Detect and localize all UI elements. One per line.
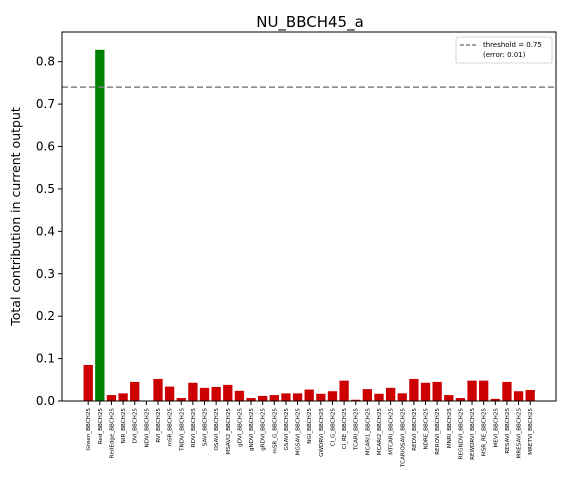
x-tick-label: CI_G_BBCH25 [330,408,336,447]
bar [269,395,279,401]
bar [118,393,128,401]
x-tick-label: MRESAVI_BBCH25 [517,408,523,459]
bar [164,386,175,401]
x-tick-label: NDVI_BBCH25 [144,408,150,448]
x-tick-label: RedEdge_BBCH25 [109,408,115,459]
bar [362,389,373,401]
bar [374,393,384,401]
x-tick-label: mSR_BBCH25 [168,408,174,447]
bar [385,387,396,401]
bar [327,391,338,401]
legend: threshold = 0.75 (error: 0.01) [455,36,553,64]
bar [106,395,117,401]
bar [351,399,361,401]
bar [409,378,419,401]
x-tick-label: CI_RE_BBCH25 [342,408,348,450]
x-tick-label: GSAVI_BBCH25 [284,408,290,451]
bar [444,395,454,401]
x-tick-label: MSAVI2_BBCH25 [226,408,232,455]
x-axis: Green_BBCH25 Red_BBCH25 RedEdge_BBCH25 NIR_… [86,401,534,468]
bar [455,398,466,401]
x-tick-label: SAVI_BBCH25 [203,408,209,447]
bar [188,382,198,401]
y-tick-label: 0.3 [36,267,55,281]
y-tick-label: 0.8 [36,55,55,69]
bar [316,393,326,401]
x-tick-label: RVI_BBCH25 [156,408,162,443]
chart-title: NU_BBCH45_a [256,13,364,32]
x-tick-label: gNDVI_BBCH25 [249,408,255,451]
x-tick-label: MNRI_BBCH25 [447,408,453,449]
x-tick-label: MEVI_BBCH25 [493,408,499,448]
bar [246,398,256,401]
bar [211,387,221,401]
bar [130,381,140,401]
x-tick-label: REWDRVI_BBCH25 [470,408,476,460]
bar [176,398,186,401]
bar [339,380,349,401]
bar [490,398,500,401]
x-tick-label: MRETVI_BBCH25 [528,408,534,455]
bar [397,393,407,401]
y-tick-label: 0.0 [36,394,55,408]
x-tick-label: MCARI2_BBCH25 [377,408,383,456]
x-tick-label: GWDRVI_BBCH25 [319,408,325,457]
plot-frame [61,31,557,402]
x-tick-label: RDVI_BBCH25 [191,408,197,448]
x-tick-label: MSR_RE_BBCH25 [482,408,488,457]
legend-threshold-label: threshold = 0.75 [483,41,542,49]
x-tick-label: NIR_BBCH25 [121,408,127,444]
y-tick-label: 0.6 [36,140,55,154]
bar [153,378,163,401]
y-tick-label: 0.2 [36,309,55,323]
bar [513,391,524,401]
x-tick-label: gRDVI_BBCH25 [261,408,267,451]
y-tick-label: 0.1 [36,352,55,366]
x-tick-label: mSR_G_BBCH25 [272,408,278,454]
legend-box [455,36,553,64]
x-tick-label: gDVI_BBCH25 [237,408,243,447]
y-tick-label: 0.7 [36,97,55,111]
x-tick-label: TCARI_BBCH25 [354,408,360,451]
y-tick-label: 0.4 [36,224,55,238]
bar [304,389,314,401]
x-tick-label: MCARI1_BBCH25 [365,408,371,456]
bar [95,49,105,402]
legend-error-label: (error: 0.01) [483,51,526,59]
bar [83,364,93,401]
x-tick-label: Green_BBCH25 [86,408,92,451]
bar [479,380,489,401]
bar [467,380,477,401]
bars-group [83,49,535,402]
x-tick-label: NDRE_BBCH25 [424,408,430,450]
x-tick-label: RESAVI_BBCH25 [505,408,511,454]
x-tick-label: REDVI_BBCH25 [412,408,418,451]
y-axis: 0.0 0.1 0.2 0.3 0.4 0.5 0.6 0.7 0.8 [36,55,62,408]
x-tick-label: TNDVI_BBCH25 [179,408,185,452]
bar [234,390,245,401]
bar [420,382,431,401]
bar [281,393,291,401]
bar [525,389,535,401]
x-tick-label: NGI_BBCH25 [307,408,313,444]
x-tick-label: TCARIOSAVI_BBCH25 [400,408,406,468]
bar [432,381,442,401]
bar [258,395,268,401]
bar [223,384,233,401]
bar [199,387,210,401]
x-tick-label: Red_BBCH25 [98,408,104,445]
x-tick-label: OSAVI_BBCH25 [214,408,220,451]
x-tick-label: MTCARI_BBCH25 [389,408,395,455]
y-axis-label: Total contribution in current output [8,107,23,327]
bar [292,393,303,401]
x-tick-label: MGSAVI_BBCH25 [296,408,302,456]
bar [502,381,512,401]
x-tick-label: DVI_BBCH25 [133,408,139,444]
y-tick-label: 0.5 [36,182,55,196]
x-tick-label: REGNDVI_BBCH25 [458,408,464,460]
x-tick-label: REROVI_BBCH25 [435,408,441,455]
